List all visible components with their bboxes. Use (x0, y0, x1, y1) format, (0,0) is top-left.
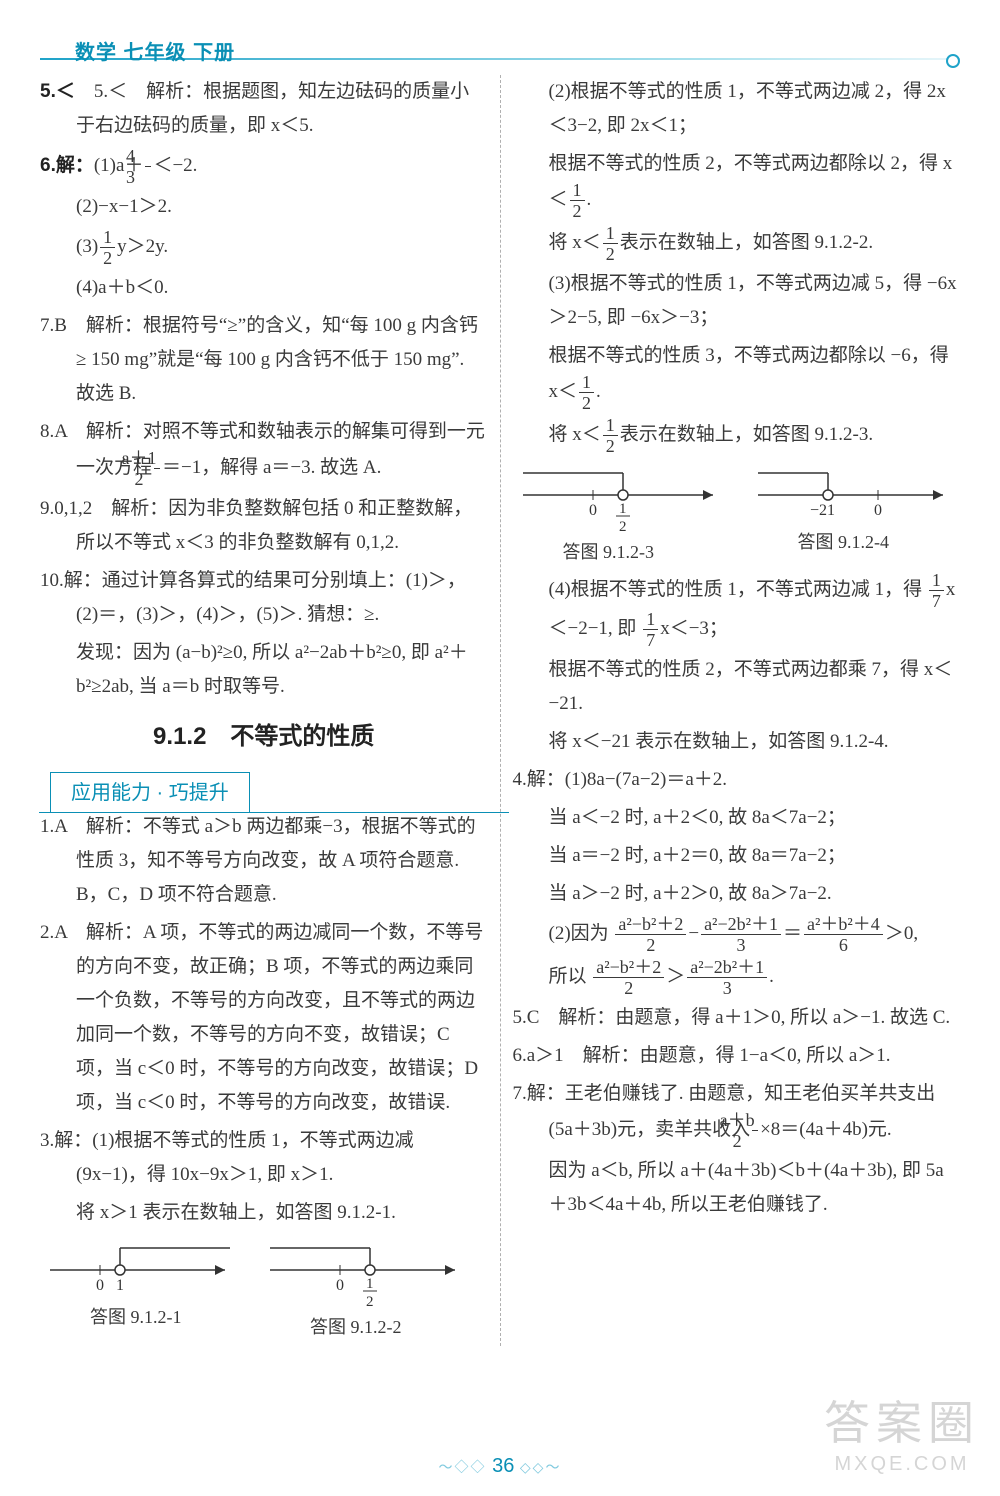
problem-9: 9.0,1,2 解析：因为非负整数解包括 0 和正整数解，所以不等式 x＜3 的… (40, 492, 488, 560)
fraction-icon: a²−2b²＋13 (701, 915, 781, 954)
figure-9-1-2-3: 0 1 2 答图 9.1.2-3 (513, 465, 728, 569)
problem-8: 8.A 解析：对照不等式和数轴表示的解集可得到一元一次方程a＋12＝−1，解得 … (40, 415, 488, 488)
r-p4c: 将 x＜−21 表示在数轴上，如答图 9.1.2-4. (513, 725, 961, 759)
fraction-icon: 12 (603, 416, 618, 455)
answer-2: 2.A 解析：A 项，不等式的两边减同一个数，不等号的方向不变，故正确；B 项，… (40, 916, 488, 1120)
figure-9-1-2-1: 0 1 答图 9.1.2-1 (40, 1240, 240, 1334)
fraction-icon: 12 (579, 373, 594, 412)
fraction-icon: a²−2b²＋13 (687, 958, 767, 997)
answer-3b: 将 x＞1 表示在数轴上，如答图 9.1.2-1. (40, 1196, 488, 1230)
r-p2c: 将 x＜12表示在数轴上，如答图 9.1.2-2. (513, 224, 961, 263)
problem-9-text: 9.0,1,2 解析：因为非负整数解包括 0 和正整数解，所以不等式 x＜3 的… (40, 498, 472, 553)
r-q4-6: 所以 a²−b²＋22＞a²−2b²＋13. (513, 958, 961, 997)
figure-row-2: 0 1 2 答图 9.1.2-3 (513, 459, 961, 571)
problem-6-3: (3)12y＞2y. (40, 228, 488, 267)
figure-1-caption: 答图 9.1.2-1 (40, 1300, 240, 1334)
header-title: 数学 七年级 下册 (75, 42, 235, 64)
r-p3c: 将 x＜12表示在数轴上，如答图 9.1.2-3. (513, 416, 961, 455)
problem-6-1: 6.解：(1)a＋43＜−2. (40, 147, 488, 186)
r-q4-4: 当 a＞−2 时, a＋2＞0, 故 8a＞7a−2. (513, 877, 961, 911)
header: 数学 七年级 下册 (75, 36, 235, 65)
r-p4b: 根据不等式的性质 2，不等式两边都乘 7，得 x＜−21. (513, 653, 961, 721)
page-number: 36 (492, 1455, 514, 1477)
problem-6-4: (4)a＋b＜0. (40, 271, 488, 305)
answer-1: 1.A 解析：不等式 a＞b 两边都乘−3，根据不等式的性质 3，知不等号方向改… (40, 810, 488, 912)
skill-tab-wrap: 应用能力 · 巧提升 (40, 764, 488, 810)
r-q4-3: 当 a＝−2 时, a＋2＝0, 故 8a＝7a−2； (513, 839, 961, 873)
figure-9-1-2-2: 0 1 2 答图 9.1.2-2 (260, 1240, 470, 1344)
fraction-icon: a²−b²＋22 (593, 958, 664, 997)
problem-7-text: 7.B 解析：根据符号“≥”的含义，知“每 100 g 内含钙 ≥ 150 mg… (40, 315, 478, 404)
numberline-icon: 0 1 2 (513, 465, 728, 535)
figure-row-1: 0 1 答图 9.1.2-1 0 1 (40, 1234, 488, 1346)
r-q6: 6.a＞1 解析：由题意，得 1−a＜0, 所以 a＞1. (513, 1039, 961, 1073)
r-q4-1: 4.解：(1)8a−(7a−2)＝a＋2. (513, 763, 961, 797)
watermark: 答案圈 MXQE.COM (824, 1387, 980, 1476)
figure-4-caption: 答图 9.1.2-4 (748, 525, 958, 559)
content-columns: 5.＜ 5.＜ 解析：根据题图，知左边砝码的质量小于右边砝码的质量，即 x＜5.… (40, 75, 960, 1346)
svg-text:0: 0 (874, 502, 882, 519)
watermark-url: MXQE.COM (824, 1453, 980, 1476)
svg-text:0: 0 (336, 1277, 344, 1294)
figure-9-1-2-4: −21 0 答图 9.1.2-4 (748, 465, 958, 559)
svg-text:0: 0 (96, 1277, 104, 1294)
fraction-icon: 12 (603, 224, 618, 263)
svg-text:0: 0 (589, 502, 597, 519)
figure-3-caption: 答图 9.1.2-3 (513, 535, 728, 569)
numberline-icon: −21 0 (748, 465, 958, 525)
fraction-icon: 17 (643, 610, 658, 649)
footer-deco-left-icon: ～◇◇ (439, 1459, 487, 1475)
problem-10: 10.解：通过计算各算式的结果可分别填上：(1)＞，(2)＝，(3)＞，(4)＞… (40, 564, 488, 632)
problem-6-2: (2)−x−1＞2. (40, 190, 488, 224)
page: 数学 七年级 下册 5.＜ 5.＜ 解析：根据题图，知左边砝码的质量小于右边砝码… (0, 0, 1000, 1496)
r-p3b: 根据不等式的性质 3，不等式两边都除以 −6，得 x＜12. (513, 339, 961, 412)
problem-10-text: 10.解：通过计算各算式的结果可分别填上：(1)＞，(2)＝，(3)＞，(4)＞… (40, 570, 466, 625)
numberline-icon: 0 1 2 (260, 1240, 470, 1310)
figure-2-caption: 答图 9.1.2-2 (260, 1310, 470, 1344)
fraction-icon: 43 (145, 147, 151, 186)
r-p2a: (2)根据不等式的性质 1，不等式两边减 2，得 2x＜3−2, 即 2x＜1； (513, 75, 961, 143)
svg-text:−21: −21 (810, 502, 835, 519)
r-p3a: (3)根据不等式的性质 1，不等式两边减 5，得 −6x＞2−5, 即 −6x＞… (513, 267, 961, 335)
header-dot-icon (946, 54, 960, 68)
r-p4a: (4)根据不等式的性质 1，不等式两边减 1，得 17x＜−2−1, 即 17x… (513, 571, 961, 649)
fraction-icon: a²＋b²＋46 (804, 915, 883, 954)
problem-7: 7.B 解析：根据符号“≥”的含义，知“每 100 g 内含钙 ≥ 150 mg… (40, 309, 488, 411)
r-q7a: 7.解：王老伯赚钱了. 由题意，知王老伯买羊共支出 (5a＋3b)元，卖羊共收入… (513, 1077, 961, 1150)
problem-6-1-tail: ＜−2. (153, 155, 197, 176)
r-q7b: 因为 a＜b, 所以 a＋(4a＋3b)＜b＋(4a＋3b), 即 5a＋3b＜… (513, 1154, 961, 1222)
svg-text:1: 1 (366, 1276, 374, 1292)
fraction-icon: a＋b2 (752, 1111, 758, 1150)
r-p2b: 根据不等式的性质 2，不等式两边都除以 2，得 x＜12. (513, 147, 961, 220)
svg-text:1: 1 (619, 501, 627, 517)
fraction-icon: 12 (570, 181, 585, 220)
footer-deco-right-icon: ◇◇～ (520, 1459, 562, 1475)
r-q5: 5.C 解析：由题意，得 a＋1＞0, 所以 a＞−1. 故选 C. (513, 1001, 961, 1035)
problem-5: 5.＜ 5.＜ 解析：根据题图，知左边砝码的质量小于右边砝码的质量，即 x＜5. (40, 75, 488, 143)
svg-text:1: 1 (116, 1277, 124, 1294)
r-q4-2: 当 a＜−2 时, a＋2＜0, 故 8a＜7a−2； (513, 801, 961, 835)
fraction-icon: a²−b²＋22 (615, 915, 686, 954)
skill-tab: 应用能力 · 巧提升 (50, 772, 250, 812)
left-column: 5.＜ 5.＜ 解析：根据题图，知左边砝码的质量小于右边砝码的质量，即 x＜5.… (40, 75, 501, 1346)
fraction-icon: 12 (100, 228, 115, 267)
r-q4-5: (2)因为 a²−b²＋22−a²−2b²＋13＝a²＋b²＋46＞0, (513, 915, 961, 954)
section-title: 9.1.2 不等式的性质 (40, 720, 488, 754)
watermark-text: 答案圈 (824, 1387, 980, 1453)
svg-text:2: 2 (619, 519, 627, 535)
problem-5-text: 5.＜ 解析：根据题图，知左边砝码的质量小于右边砝码的质量，即 x＜5. (76, 81, 469, 136)
fraction-icon: a＋12 (154, 449, 160, 488)
problem-10b: 发现：因为 (a−b)²≥0, 所以 a²−2ab＋b²≥0, 即 a²＋b²≥… (40, 636, 488, 704)
svg-text:2: 2 (366, 1294, 374, 1310)
numberline-icon: 0 1 (40, 1240, 240, 1300)
fraction-icon: 17 (929, 571, 944, 610)
answer-3a: 3.解：(1)根据不等式的性质 1，不等式两边减 (9x−1)，得 10x−9x… (40, 1124, 488, 1192)
right-column: (2)根据不等式的性质 1，不等式两边减 2，得 2x＜3−2, 即 2x＜1；… (501, 75, 961, 1346)
